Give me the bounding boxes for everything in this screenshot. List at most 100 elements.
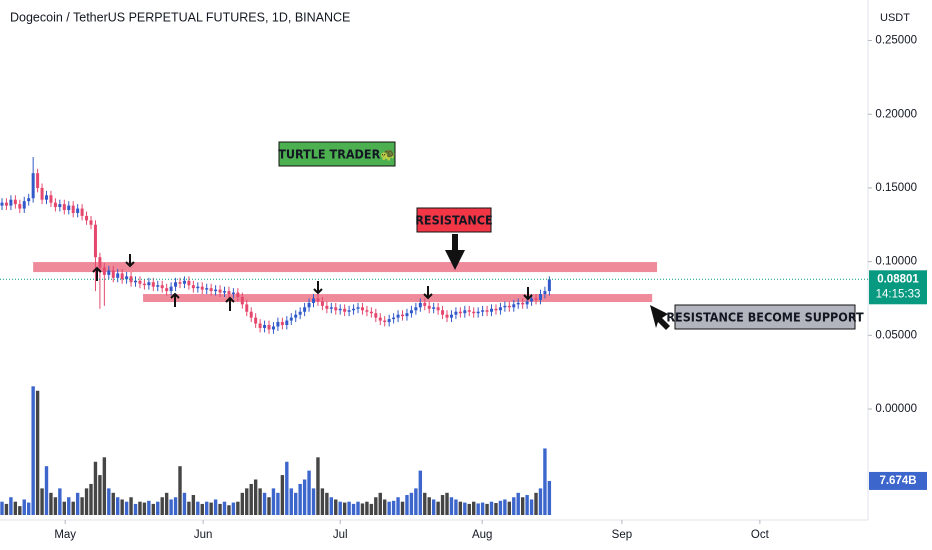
volume-bar — [498, 500, 503, 515]
volume-bar — [494, 503, 498, 515]
candle-body — [85, 215, 89, 221]
volume-bar — [13, 501, 18, 515]
volume-bar — [409, 492, 414, 515]
x-tick-label: Sep — [612, 529, 632, 541]
volume-bar — [489, 501, 494, 515]
volume-bar — [116, 497, 120, 515]
candle-body — [31, 173, 35, 199]
candle-body — [182, 280, 186, 284]
candle-body — [45, 195, 49, 200]
volume-bar — [151, 503, 156, 515]
candle-body — [178, 282, 182, 284]
candle-body — [516, 302, 520, 305]
candle-body — [472, 311, 476, 314]
volume-bar — [298, 483, 302, 515]
volume-bar — [512, 497, 516, 515]
volume-bar — [27, 502, 31, 515]
volume-bar — [458, 501, 463, 515]
candle-body — [298, 311, 302, 315]
volume-bar — [173, 497, 178, 515]
candle-body — [414, 307, 418, 311]
price-label: 0.08801 — [877, 273, 919, 285]
volume-bar — [35, 390, 40, 515]
volume-bar — [418, 470, 423, 515]
y-tick-label: 0.15000 — [875, 182, 917, 194]
candle-body — [538, 294, 542, 300]
volume-bar — [285, 461, 289, 515]
candle-body — [187, 280, 191, 286]
label-box — [674, 304, 856, 330]
chart-title: Dogecoin / TetherUS PERPETUAL FUTURES, 1… — [10, 10, 350, 24]
volume-bar — [53, 497, 58, 515]
volume-bar — [187, 501, 191, 515]
candle-body — [71, 205, 75, 213]
candle-body — [525, 301, 529, 305]
volume-bar — [369, 503, 374, 515]
candle-body — [53, 202, 57, 208]
axis-unit: USDT — [880, 12, 910, 24]
volume-bar — [147, 500, 151, 515]
volume-bar — [289, 488, 293, 515]
volume-bar — [4, 503, 9, 515]
volume-bar — [311, 488, 316, 515]
volume-bar — [182, 492, 187, 515]
candle-body — [303, 307, 307, 312]
volume-bar — [9, 497, 13, 515]
volume-bar — [62, 501, 67, 515]
candle-body — [13, 199, 17, 205]
volume-bar — [525, 495, 529, 515]
annotation: TURTLE TRADER🐢 — [278, 147, 396, 162]
candle-body — [267, 325, 271, 330]
volume-bar — [120, 499, 124, 515]
x-tick-label: Jul — [333, 529, 348, 541]
candle-body — [289, 317, 293, 321]
candle-body — [454, 311, 458, 315]
label-box — [278, 141, 396, 167]
volume-bar — [0, 501, 4, 515]
candle-body — [107, 270, 111, 275]
volume-bar — [164, 492, 169, 515]
volume-bar — [262, 492, 267, 515]
volume-bar — [271, 488, 276, 515]
candle-body — [0, 202, 4, 206]
candle-body — [490, 308, 494, 312]
candle-body — [258, 323, 262, 328]
candle-body — [485, 310, 489, 312]
candle-body — [174, 282, 178, 287]
volume-bar — [267, 497, 271, 515]
candle-body — [218, 289, 222, 293]
candle-body — [445, 314, 449, 318]
zone — [143, 294, 653, 303]
volume-bar — [396, 497, 400, 515]
candle-body — [498, 307, 502, 311]
volume-bar — [351, 503, 356, 515]
candle-body — [236, 292, 240, 297]
annotation: RESISTANCE — [415, 213, 492, 228]
volume-bar — [231, 502, 236, 515]
candle-body — [316, 298, 320, 302]
volume-bar — [196, 501, 200, 515]
candle-body — [200, 286, 204, 290]
volume-bar — [414, 488, 418, 515]
volume-bar — [98, 475, 102, 515]
volume-bar — [213, 499, 218, 515]
volume-bar — [31, 386, 35, 515]
volume-bar — [329, 497, 334, 515]
volume-bar — [156, 501, 160, 515]
volume-bar — [391, 500, 396, 515]
volume-bar — [449, 497, 454, 515]
candle-body — [396, 314, 400, 318]
volume-bar — [71, 501, 75, 515]
candle-body — [547, 279, 551, 292]
volume-bar — [427, 497, 431, 515]
volume-bar — [302, 479, 307, 515]
y-tick-label: 0.05000 — [875, 329, 917, 341]
candle-body — [436, 307, 440, 311]
candle-body — [89, 220, 93, 225]
volume-bar — [342, 502, 347, 515]
volume-bar — [200, 503, 204, 515]
candle-body — [138, 280, 142, 284]
volume-bar — [445, 492, 449, 515]
volume-bar — [107, 488, 111, 515]
candle-body — [102, 267, 106, 275]
